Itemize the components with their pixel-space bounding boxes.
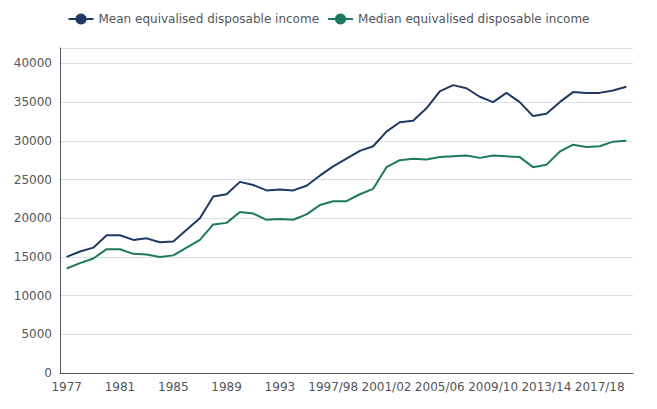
svg-text:2017/18: 2017/18 bbox=[575, 380, 625, 394]
svg-text:1981: 1981 bbox=[105, 380, 136, 394]
svg-text:Median equivalised disposable: Median equivalised disposable income bbox=[358, 12, 589, 26]
svg-text:Mean equivalised disposable in: Mean equivalised disposable income bbox=[99, 12, 320, 26]
svg-text:25000: 25000 bbox=[14, 173, 52, 187]
svg-text:30000: 30000 bbox=[14, 134, 52, 148]
svg-text:1985: 1985 bbox=[158, 380, 189, 394]
svg-text:35000: 35000 bbox=[14, 95, 52, 109]
svg-text:2001/02: 2001/02 bbox=[362, 380, 412, 394]
svg-text:2013/14: 2013/14 bbox=[521, 380, 571, 394]
svg-text:2005/06: 2005/06 bbox=[415, 380, 465, 394]
svg-text:40000: 40000 bbox=[14, 56, 52, 70]
svg-text:20000: 20000 bbox=[14, 211, 52, 225]
svg-text:10000: 10000 bbox=[14, 289, 52, 303]
svg-text:0: 0 bbox=[44, 366, 52, 380]
svg-text:1997/98: 1997/98 bbox=[308, 380, 358, 394]
svg-text:5000: 5000 bbox=[21, 327, 52, 341]
svg-text:15000: 15000 bbox=[14, 250, 52, 264]
svg-text:2009/10: 2009/10 bbox=[468, 380, 518, 394]
svg-text:1977: 1977 bbox=[51, 380, 82, 394]
svg-text:1993: 1993 bbox=[265, 380, 296, 394]
svg-text:1989: 1989 bbox=[211, 380, 242, 394]
